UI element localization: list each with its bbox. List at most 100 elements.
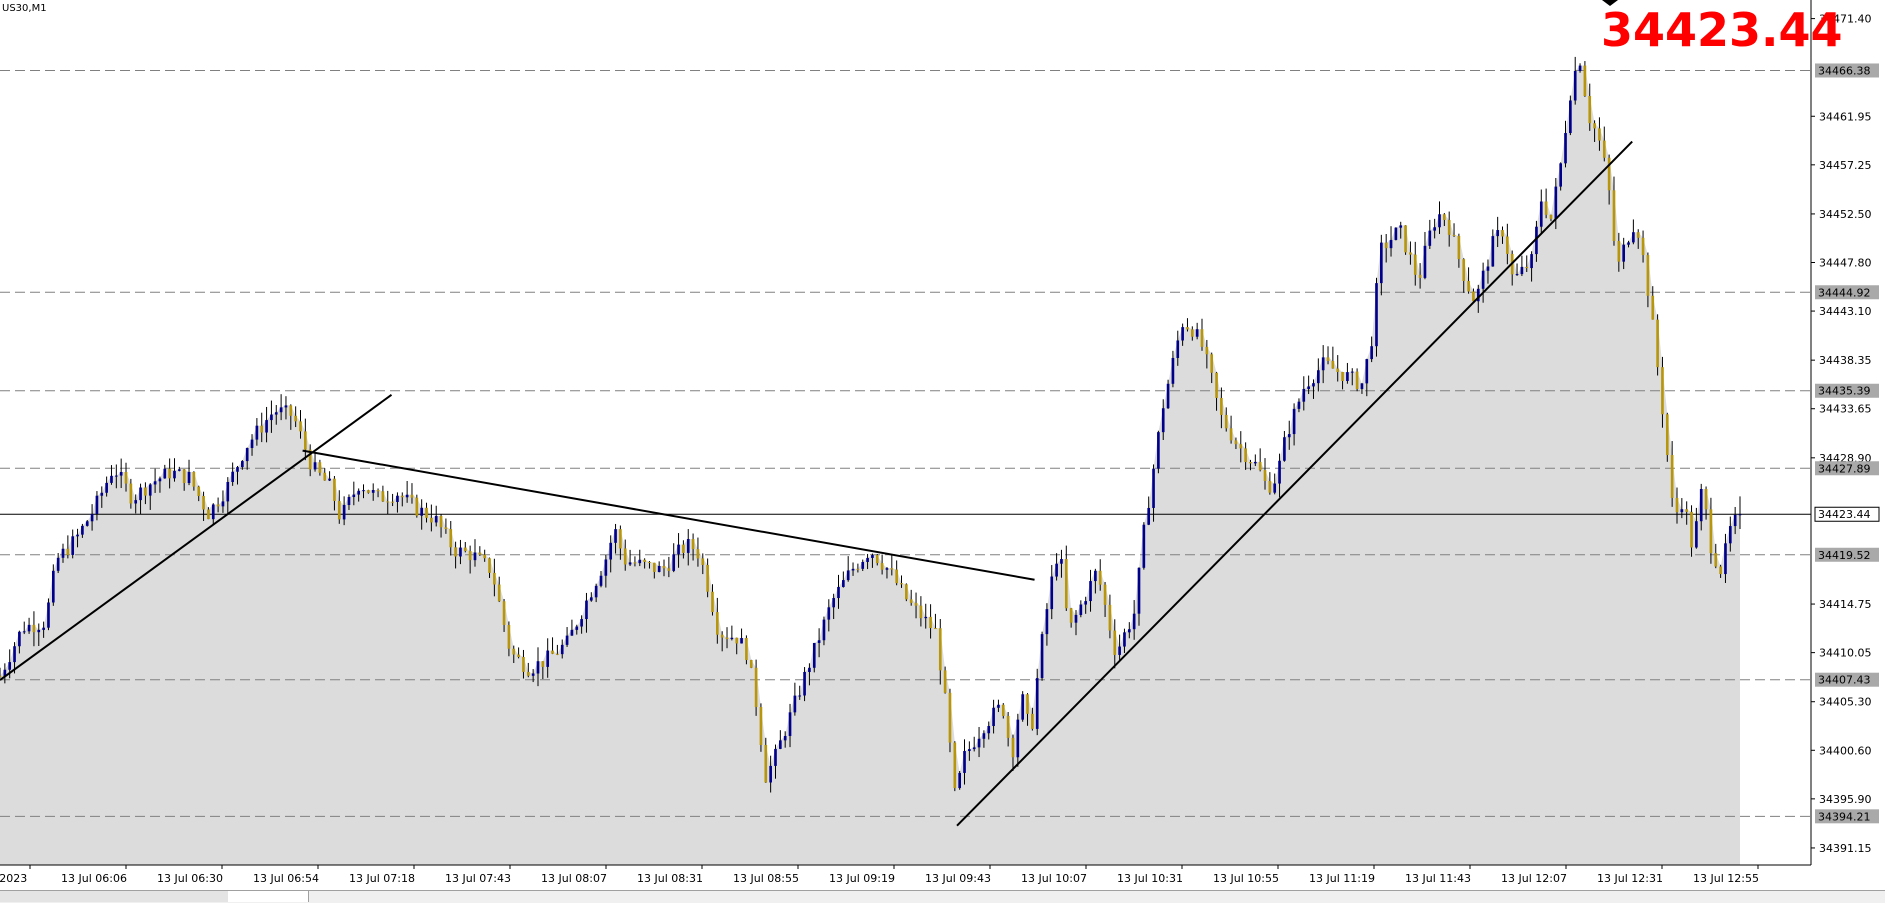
bull-candle bbox=[18, 631, 21, 647]
bull-candle bbox=[1438, 214, 1441, 228]
bull-candle bbox=[1195, 329, 1199, 337]
bull-candle bbox=[1520, 266, 1524, 275]
bull-candle bbox=[231, 471, 234, 482]
bull-candle bbox=[885, 568, 889, 570]
bear-candle bbox=[1190, 329, 1194, 337]
bear-candle bbox=[493, 572, 496, 585]
bear-candle bbox=[696, 549, 700, 559]
bear-candle bbox=[1709, 509, 1713, 554]
bull-candle bbox=[1627, 242, 1630, 245]
bull-candle bbox=[1137, 567, 1141, 614]
bull-candle bbox=[565, 635, 569, 645]
bull-candle bbox=[958, 772, 961, 789]
bear-candle bbox=[304, 431, 307, 450]
bear-candle bbox=[502, 601, 506, 625]
bear-candle bbox=[129, 483, 133, 504]
bear-candle bbox=[1617, 240, 1621, 262]
bear-candle bbox=[938, 628, 942, 671]
bear-candle bbox=[1331, 360, 1335, 369]
bull-candle bbox=[846, 570, 850, 581]
symbol-timeframe-label: US30,M1 bbox=[2, 3, 47, 14]
bull-candle bbox=[638, 559, 642, 564]
bull-candle bbox=[589, 597, 593, 601]
bull-candle bbox=[628, 562, 632, 565]
time-tick-label: 13 Jul 06:06 bbox=[61, 872, 127, 885]
bull-candle bbox=[1127, 629, 1131, 633]
bull-candle bbox=[1496, 230, 1499, 237]
time-tick-label: 13 Jul 10:31 bbox=[1117, 872, 1183, 885]
bear-candle bbox=[260, 425, 264, 433]
level-price-label: 34444.92 bbox=[1818, 286, 1871, 299]
trendline[interactable] bbox=[0, 393, 393, 681]
bear-candle bbox=[1656, 319, 1659, 368]
level-price-box bbox=[1815, 547, 1879, 562]
bear-candle bbox=[1103, 584, 1107, 605]
chart-tab-strip bbox=[0, 890, 1885, 903]
bear-candle bbox=[299, 421, 302, 432]
bear-candle bbox=[764, 744, 768, 783]
bull-candle bbox=[1738, 514, 1742, 516]
bear-candle bbox=[333, 478, 336, 501]
bear-candle bbox=[1704, 488, 1708, 510]
bull-candle bbox=[842, 580, 845, 587]
candles bbox=[0, 56, 1742, 793]
bear-candle bbox=[1413, 254, 1417, 275]
bear-candle bbox=[526, 671, 530, 676]
bull-candle bbox=[1021, 694, 1025, 720]
bull-candle bbox=[274, 412, 278, 415]
bull-candle bbox=[599, 575, 603, 586]
bear-candle bbox=[1443, 214, 1446, 220]
bull-candle bbox=[1680, 509, 1684, 513]
chart-tab[interactable] bbox=[0, 891, 229, 902]
horizontal-levels bbox=[0, 69, 1811, 817]
bear-candle bbox=[32, 624, 36, 633]
bull-candle bbox=[405, 494, 409, 498]
bear-candle bbox=[168, 468, 171, 479]
level-price-label: 34466.38 bbox=[1818, 64, 1871, 77]
bull-candle bbox=[614, 529, 617, 543]
bull-candle bbox=[173, 470, 176, 479]
bull-candle bbox=[110, 475, 113, 483]
price-tick-label: 34471.40 bbox=[1819, 13, 1872, 26]
chart-tab-active[interactable] bbox=[228, 891, 309, 902]
bear-candle bbox=[1651, 295, 1655, 320]
bull-candle bbox=[1176, 340, 1180, 358]
bear-candle bbox=[439, 515, 443, 528]
bear-candle bbox=[1544, 201, 1548, 215]
bear-candle bbox=[875, 555, 879, 564]
trendline[interactable] bbox=[302, 449, 1035, 581]
bull-candle bbox=[255, 425, 259, 440]
bull-candle bbox=[1273, 483, 1277, 493]
time-tick-label: 13 Jul 08:31 bbox=[637, 872, 703, 885]
bull-candle bbox=[1733, 514, 1737, 527]
trendline[interactable] bbox=[956, 140, 1633, 827]
level-price-label: 34435.39 bbox=[1818, 385, 1871, 398]
price-tick-label: 34433.65 bbox=[1819, 403, 1872, 416]
bear-candle bbox=[648, 561, 651, 563]
bull-candle bbox=[1569, 100, 1572, 134]
bull-candle bbox=[250, 439, 254, 449]
bear-candle bbox=[953, 742, 957, 789]
level-price-box bbox=[1815, 63, 1879, 78]
bear-candle bbox=[1462, 259, 1466, 281]
bull-candle bbox=[1564, 133, 1567, 164]
bull-candle bbox=[730, 637, 734, 640]
trendlines[interactable] bbox=[0, 140, 1633, 827]
bull-candle bbox=[546, 650, 550, 667]
bear-candle bbox=[386, 501, 390, 503]
bull-candle bbox=[1365, 359, 1369, 384]
bull-candle bbox=[1283, 437, 1286, 461]
bull-candle bbox=[1035, 678, 1039, 729]
bear-candle bbox=[1384, 242, 1388, 249]
bull-candle bbox=[1166, 383, 1170, 409]
bull-candle bbox=[1181, 327, 1184, 341]
bear-candle bbox=[1646, 255, 1650, 296]
bull-candle bbox=[987, 726, 991, 734]
bull-candle bbox=[420, 507, 424, 516]
bear-candle bbox=[1607, 157, 1611, 191]
bear-candle bbox=[497, 584, 501, 602]
bull-candle bbox=[1157, 432, 1160, 469]
bull-candle bbox=[657, 565, 661, 572]
